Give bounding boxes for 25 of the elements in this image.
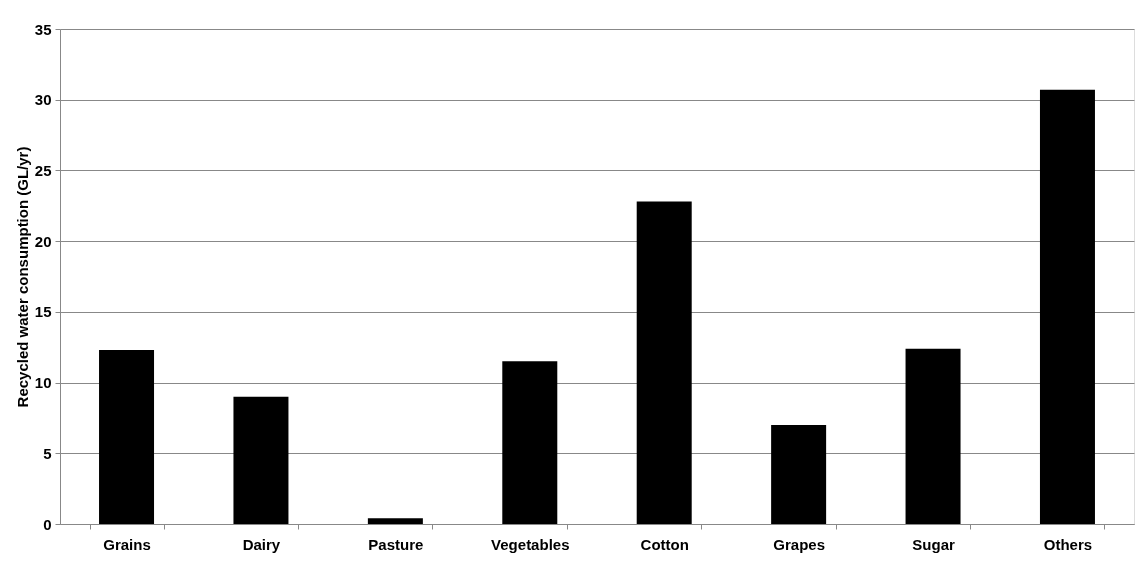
bar [233, 396, 289, 524]
y-tick-label: 15 [34, 303, 52, 321]
bar [99, 350, 155, 524]
bar [905, 348, 961, 524]
x-tick-label: Grains [103, 535, 151, 553]
x-tick-label: Dairy [242, 535, 281, 553]
y-tick-label: 25 [34, 161, 52, 179]
y-tick-label: 35 [34, 20, 52, 38]
x-tick-label: Others [1043, 535, 1093, 553]
x-tick-label: Grapes [773, 535, 825, 553]
x-tick-label: Sugar [912, 535, 955, 553]
bar [771, 425, 827, 524]
x-tick-label: Cotton [640, 535, 689, 553]
y-tick-label: 20 [34, 232, 52, 250]
bar [636, 201, 692, 524]
bar [1039, 89, 1095, 524]
y-axis-title: Recycled water consumption (GL/yr) [13, 146, 31, 408]
y-tick-label: 5 [43, 444, 52, 462]
x-tick-label: Vegetables [491, 535, 570, 553]
bar [367, 518, 423, 524]
x-tick-label: Pasture [368, 535, 424, 553]
bar [502, 361, 558, 524]
y-tick-label: 10 [34, 374, 52, 392]
y-tick-label: 0 [43, 515, 52, 533]
y-tick-label: 30 [34, 91, 52, 109]
